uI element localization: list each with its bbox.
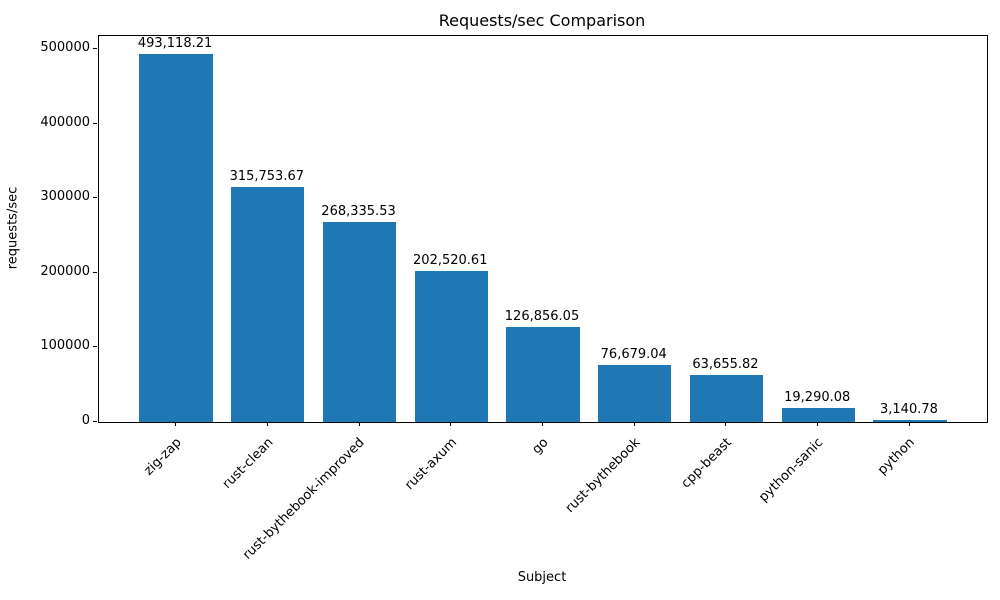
chart-title: Requests/sec Comparison bbox=[438, 11, 646, 30]
x-tick bbox=[725, 422, 727, 426]
bar-value-label: 202,520.61 bbox=[413, 253, 488, 269]
bar-value-label: 268,335.53 bbox=[321, 203, 396, 219]
bar-cpp-beast bbox=[689, 374, 764, 422]
x-tick-label-python: python bbox=[875, 435, 919, 478]
bar-value-label: 315,753.67 bbox=[229, 168, 304, 184]
bar-zig-zap bbox=[139, 54, 213, 422]
y-tick-label: 400000 bbox=[40, 114, 90, 130]
x-tick-label-zig-zap: zig-zap bbox=[140, 435, 185, 479]
x-tick bbox=[817, 422, 819, 426]
bar-value-label: 63,655.82 bbox=[692, 356, 759, 372]
y-tick-label: 500000 bbox=[40, 40, 90, 56]
x-tick bbox=[175, 422, 177, 426]
x-tick-label-rust-bythebook: rust-bythebook bbox=[562, 435, 644, 516]
y-tick bbox=[93, 48, 97, 50]
bar-value-label: 76,679.04 bbox=[600, 346, 667, 362]
y-tick-label: 100000 bbox=[40, 338, 90, 354]
x-tick bbox=[908, 422, 910, 426]
y-tick bbox=[93, 197, 97, 199]
y-tick bbox=[93, 271, 97, 273]
x-tick-label-rust-clean: rust-clean bbox=[219, 435, 277, 492]
y-tick bbox=[93, 346, 97, 348]
bar-go bbox=[506, 327, 580, 422]
plot-area bbox=[98, 35, 988, 423]
bar-python-sanic bbox=[781, 407, 855, 422]
bar-value-label: 3,140.78 bbox=[879, 401, 938, 417]
x-tick-label-python-sanic: python-sanic bbox=[756, 435, 827, 506]
bar-rust-bythebook bbox=[598, 364, 672, 422]
bar-rust-clean bbox=[231, 186, 305, 422]
x-tick bbox=[450, 422, 452, 426]
y-tick bbox=[93, 421, 97, 422]
x-tick bbox=[542, 422, 543, 426]
bar-value-label: 19,290.08 bbox=[784, 389, 851, 405]
x-tick bbox=[358, 422, 360, 426]
x-tick bbox=[633, 422, 635, 426]
bar-python bbox=[873, 419, 947, 422]
x-tick-label-rust-axum: rust-axum bbox=[401, 435, 460, 493]
bar-value-label: 493,118.21 bbox=[137, 36, 213, 52]
bar-rust-bythebook-improved bbox=[322, 221, 397, 422]
y-tick-label: 0 bbox=[81, 413, 90, 428]
x-tick bbox=[266, 422, 268, 426]
bar-rust-axum bbox=[414, 271, 488, 422]
y-tick bbox=[93, 122, 97, 124]
x-tick-label-cpp-beast: cpp-beast bbox=[678, 435, 735, 492]
y-tick-label: 300000 bbox=[40, 189, 90, 205]
bar-value-label: 126,856.05 bbox=[504, 309, 580, 325]
x-tick-label-go: go bbox=[529, 435, 552, 458]
y-axis-label: requests/sec bbox=[5, 186, 21, 270]
y-tick-label: 200000 bbox=[40, 263, 90, 279]
x-axis-label: Subject bbox=[517, 570, 567, 585]
